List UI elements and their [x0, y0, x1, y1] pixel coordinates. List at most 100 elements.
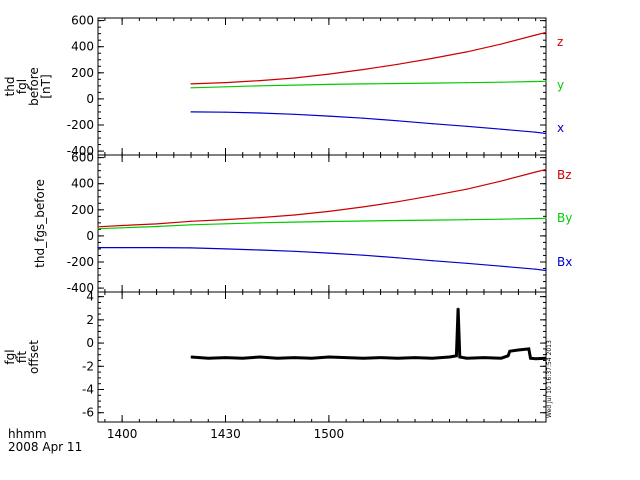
data-point [293, 113, 296, 115]
data-point [293, 250, 296, 252]
data-point [190, 83, 192, 85]
data-point [259, 249, 261, 251]
data-point [293, 214, 296, 216]
x-axis-units-label: hhmm [8, 427, 47, 441]
data-point [224, 81, 227, 84]
data-point [457, 307, 459, 309]
legend-label-x: x [557, 121, 564, 135]
data-point [397, 357, 399, 359]
data-point [397, 120, 399, 122]
y-axis-title-line: before [27, 67, 41, 106]
x-tick-label: 1430 [210, 427, 241, 441]
data-point [431, 57, 433, 60]
data-point [397, 82, 399, 85]
data-point [529, 357, 532, 359]
series-line [98, 247, 547, 272]
x-tick-label: 1500 [314, 427, 345, 441]
data-point [535, 171, 537, 173]
data-point [207, 357, 209, 359]
data-point [155, 223, 158, 225]
x-axis-date-label: 2008 Apr 11 [8, 440, 82, 454]
data-point [328, 220, 330, 223]
data-point [509, 350, 511, 352]
data-point [121, 227, 123, 229]
data-point [259, 85, 261, 87]
data-point [500, 218, 502, 220]
y-tick-label: 600 [71, 151, 94, 165]
data-point [517, 349, 520, 351]
x-axis-tick-labels: 1400 1430 1500 [107, 427, 344, 441]
y-axis-title-line: [nT] [39, 74, 53, 98]
data-point [276, 357, 278, 359]
y-tick-label: -4 [82, 383, 94, 397]
y-tick-label: 200 [71, 66, 94, 80]
legend-label-bx: Bx [557, 255, 572, 269]
data-point [328, 115, 330, 117]
data-point [545, 31, 547, 33]
data-point [466, 188, 468, 190]
y-tick-label: 0 [86, 92, 94, 106]
data-point [328, 210, 330, 212]
data-point [259, 222, 261, 224]
y-tick-label: -2 [82, 359, 94, 373]
data-point [448, 356, 451, 358]
data-point [500, 357, 502, 359]
data-point [362, 68, 364, 71]
data-point [431, 195, 433, 197]
data-point [362, 117, 364, 119]
data-point [500, 128, 502, 130]
data-point [535, 131, 537, 133]
y-tick-label: 200 [71, 203, 94, 217]
data-point [483, 356, 485, 359]
data-point [293, 221, 296, 223]
y-axis-title-line: fgl [3, 349, 17, 364]
data-point [545, 217, 547, 219]
series-line [97, 168, 547, 228]
data-point [362, 83, 364, 85]
data-point [545, 269, 547, 272]
data-point [224, 86, 227, 88]
panel-2-magnetic-field-fgs: 600 400 200 0 -200 -400 thd_fgs_before Bz By Bx [33, 151, 572, 295]
data-point [121, 224, 123, 227]
data-point [500, 81, 502, 83]
data-point [466, 357, 468, 359]
data-point [500, 180, 502, 182]
series-line [190, 111, 547, 135]
data-point [535, 80, 537, 83]
data-point [397, 201, 399, 203]
data-point [455, 355, 457, 357]
y-tick-label: 400 [71, 40, 94, 54]
data-point [545, 357, 547, 359]
y-tick-label: 600 [71, 14, 94, 28]
data-point [362, 206, 364, 208]
series-line [190, 31, 547, 85]
data-point [500, 265, 502, 267]
data-point [259, 112, 261, 114]
panel-frame [97, 291, 547, 423]
data-point [362, 254, 364, 256]
y-axis-title-line: thd_fgs_before [33, 179, 47, 268]
y-tick-label: 0 [86, 229, 94, 243]
data-point [224, 223, 227, 225]
data-point [466, 51, 468, 53]
panel-frame [97, 17, 547, 156]
data-point [466, 82, 468, 84]
data-point [97, 247, 99, 249]
data-point [311, 357, 313, 359]
y-axis-title-line: offset [27, 340, 41, 374]
data-point [328, 73, 330, 75]
data-point [535, 217, 537, 220]
data-point [431, 357, 433, 359]
data-point [190, 220, 192, 222]
data-point [155, 247, 158, 249]
series-line [190, 80, 547, 89]
legend-label-bz: Bz [557, 168, 572, 182]
timestamp-note: Wed Jul 10 16:37:54 2013 [546, 340, 553, 418]
data-point [328, 356, 330, 358]
data-point [259, 217, 261, 219]
data-point [190, 87, 192, 89]
series-line [190, 308, 547, 361]
data-point [431, 82, 433, 84]
data-point [414, 356, 416, 359]
y-tick-label: -6 [82, 406, 94, 420]
